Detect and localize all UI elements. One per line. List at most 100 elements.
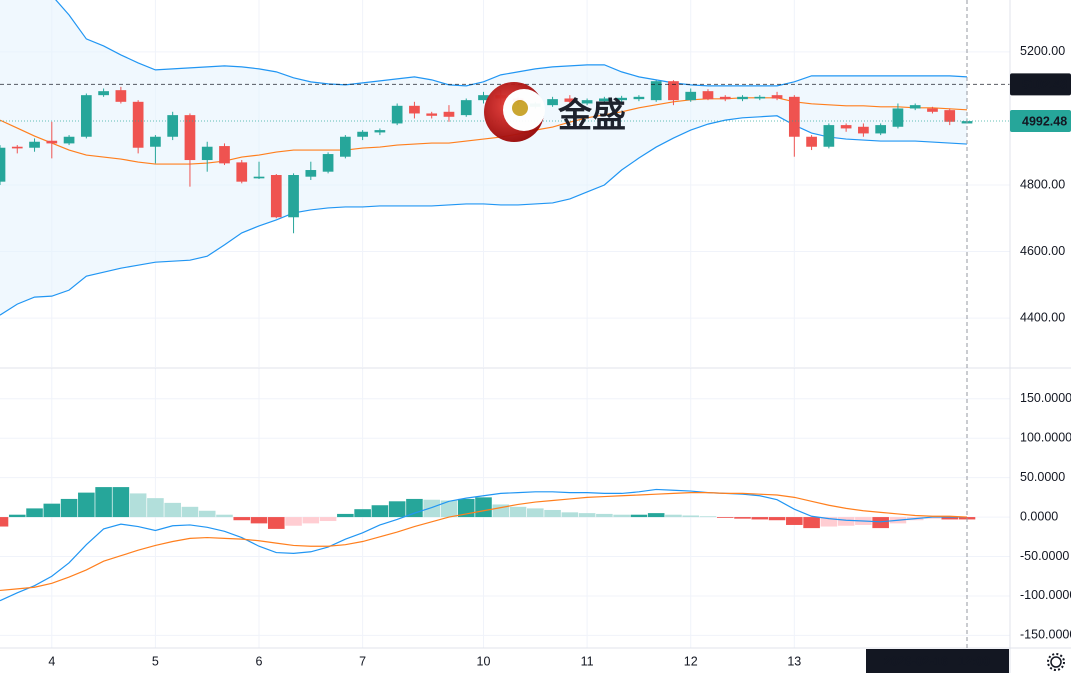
histogram-bar bbox=[665, 514, 682, 518]
gear-teeth[interactable] bbox=[1047, 653, 1065, 671]
indicator-line bbox=[0, 488, 967, 602]
y-tick-label: 150.0000 bbox=[1020, 391, 1071, 405]
candle-body bbox=[29, 141, 40, 148]
y-tick-label: 4600.00 bbox=[1020, 244, 1065, 258]
candle-body bbox=[426, 113, 438, 116]
histogram-bar bbox=[527, 508, 544, 518]
histogram-bar bbox=[302, 517, 320, 524]
band-fill bbox=[0, 0, 967, 316]
candle-body bbox=[80, 95, 92, 137]
y-tick-label: 4800.00 bbox=[1020, 177, 1065, 191]
y-tick-label: 0.0000 bbox=[1020, 509, 1058, 523]
candle-body bbox=[460, 100, 472, 116]
candle-body bbox=[823, 125, 835, 147]
candle-body bbox=[443, 111, 455, 117]
histogram-bar bbox=[475, 497, 492, 518]
candle-body bbox=[167, 115, 179, 137]
histogram-bar bbox=[803, 517, 820, 529]
y-tick-label: 4400.00 bbox=[1020, 310, 1065, 324]
candle-body bbox=[270, 175, 282, 218]
x-tick-label: 4 bbox=[48, 654, 55, 668]
crosshair-label-box bbox=[866, 649, 1009, 673]
candle-body bbox=[46, 140, 58, 144]
candle-body bbox=[288, 175, 299, 218]
histogram-bar bbox=[388, 501, 406, 518]
histogram-bar bbox=[423, 499, 440, 518]
histogram-bar bbox=[233, 517, 251, 521]
indicator-line bbox=[0, 492, 968, 592]
candle-body bbox=[719, 96, 731, 100]
settings-icon[interactable] bbox=[1047, 653, 1065, 671]
candle-body bbox=[564, 98, 576, 102]
histogram-bar bbox=[0, 517, 9, 527]
histogram-bar bbox=[924, 517, 941, 519]
x-tick-label: 5 bbox=[152, 654, 159, 668]
histogram-bar bbox=[682, 515, 700, 518]
y-tick-label: 100.0000 bbox=[1020, 430, 1071, 444]
histogram-bar bbox=[181, 506, 199, 518]
histogram-bar bbox=[60, 498, 78, 518]
histogram-bar bbox=[613, 514, 630, 518]
candle-body bbox=[599, 98, 610, 102]
candle-body bbox=[737, 96, 748, 100]
candle-body bbox=[201, 146, 213, 161]
histogram-bar bbox=[285, 517, 302, 526]
histogram-bar bbox=[820, 517, 838, 527]
histogram-bar bbox=[250, 517, 268, 524]
candle-body bbox=[98, 91, 109, 96]
candle-body bbox=[754, 96, 766, 99]
histogram-bar bbox=[509, 506, 527, 518]
watermark-text: 金盛 bbox=[557, 96, 626, 135]
candle-body bbox=[668, 81, 679, 101]
histogram-bar bbox=[734, 517, 751, 519]
candle-body bbox=[11, 146, 23, 149]
candle-body bbox=[150, 136, 161, 147]
candle-body bbox=[374, 130, 386, 133]
candle-body bbox=[616, 97, 627, 101]
logo-dot bbox=[512, 100, 528, 116]
histogram-bar bbox=[406, 498, 423, 518]
watermark: 金盛 bbox=[484, 82, 626, 142]
histogram-bar bbox=[147, 498, 164, 518]
histogram-bar bbox=[8, 514, 26, 518]
candle-body bbox=[858, 126, 869, 134]
indicator-line bbox=[55, 0, 968, 87]
histogram-bar bbox=[198, 510, 216, 518]
candle-body bbox=[236, 162, 248, 182]
histogram-bar bbox=[440, 500, 458, 518]
histogram-bar bbox=[716, 517, 734, 518]
candle-body bbox=[305, 170, 317, 177]
candle-body bbox=[357, 131, 368, 137]
histogram-bar bbox=[319, 517, 337, 522]
candle-body bbox=[633, 96, 645, 100]
histogram-bar bbox=[544, 509, 561, 518]
histogram-bar bbox=[78, 492, 95, 518]
histogram-bar bbox=[43, 503, 61, 518]
macd-pane bbox=[0, 368, 1010, 648]
histogram-bar bbox=[95, 487, 112, 518]
y-tick-label: -100.0000 bbox=[1020, 588, 1071, 602]
candle-body bbox=[0, 147, 6, 182]
histogram-bar bbox=[837, 517, 855, 526]
histogram-bar bbox=[561, 512, 579, 518]
histogram-bar bbox=[337, 513, 354, 518]
y-tick-label: -50.0000 bbox=[1020, 549, 1069, 563]
x-tick-label: 12 bbox=[684, 654, 698, 668]
candle-body bbox=[340, 136, 351, 157]
histogram-bar bbox=[647, 513, 665, 518]
candle-body bbox=[132, 101, 144, 148]
indicator-line bbox=[0, 115, 968, 316]
histogram-bar bbox=[630, 514, 648, 518]
histogram-bar bbox=[751, 517, 769, 520]
candle-body bbox=[478, 95, 489, 101]
price-label: 4992.48 bbox=[1022, 114, 1067, 128]
candle-body bbox=[702, 91, 714, 100]
x-tick-label: 11 bbox=[581, 654, 594, 668]
histogram-bar bbox=[216, 514, 233, 518]
candle-body bbox=[650, 81, 662, 101]
candle-body bbox=[184, 115, 196, 161]
candle-body bbox=[788, 96, 800, 137]
histogram-bar bbox=[786, 517, 803, 525]
gear-ring[interactable] bbox=[1050, 656, 1062, 668]
histogram-bar bbox=[596, 513, 613, 518]
